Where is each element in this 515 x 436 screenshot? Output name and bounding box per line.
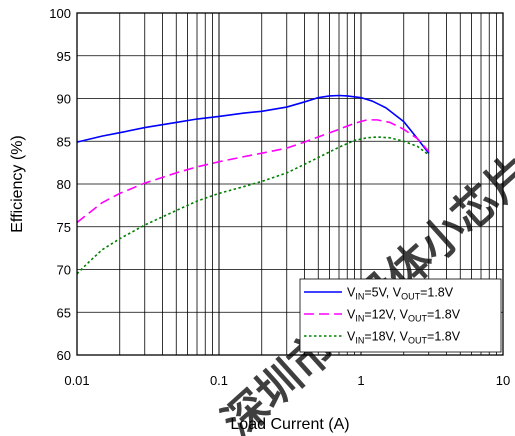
plot-frame: [76, 12, 504, 356]
y-tick-label: 65: [57, 305, 71, 320]
legend-label-2: VIN=12V, VOUT=1.8V: [347, 308, 461, 324]
x-tick-label: 10: [496, 373, 510, 388]
y-axis-label: Efficiency (%): [9, 135, 26, 233]
y-tick-label: 80: [57, 177, 71, 192]
legend-box: [299, 278, 502, 353]
y-tick-label: 95: [57, 49, 71, 64]
y-tick-label: 90: [57, 92, 71, 107]
y-tick-label: 60: [57, 348, 71, 363]
x-tick-label: 0.01: [64, 373, 89, 388]
legend: VIN=5V, VOUT=1.8V VIN=12V, VOUT=1.8V VIN=1…: [299, 278, 502, 353]
y-tick-label: 85: [57, 134, 71, 149]
series-line-3: [76, 136, 430, 275]
y-tick-label: 70: [57, 263, 71, 278]
y-tick-label: 100: [49, 6, 71, 21]
series-layer: [76, 94, 430, 275]
tick-labels: 60 65 70 75 80 85 90 95 100 0.01 0.1 1 10: [49, 6, 510, 388]
y-tick-label: 75: [57, 220, 71, 235]
legend-label-1: VIN=5V, VOUT=1.8V: [347, 286, 454, 302]
legend-label-3: VIN=18V, VOUT=1.8V: [347, 330, 461, 346]
x-tick-label: 1: [357, 373, 364, 388]
x-axis-label: Load Current (A): [230, 416, 349, 433]
x-tick-label: 0.1: [210, 373, 228, 388]
series-line-2: [76, 119, 430, 224]
series-line-1: [76, 94, 430, 154]
